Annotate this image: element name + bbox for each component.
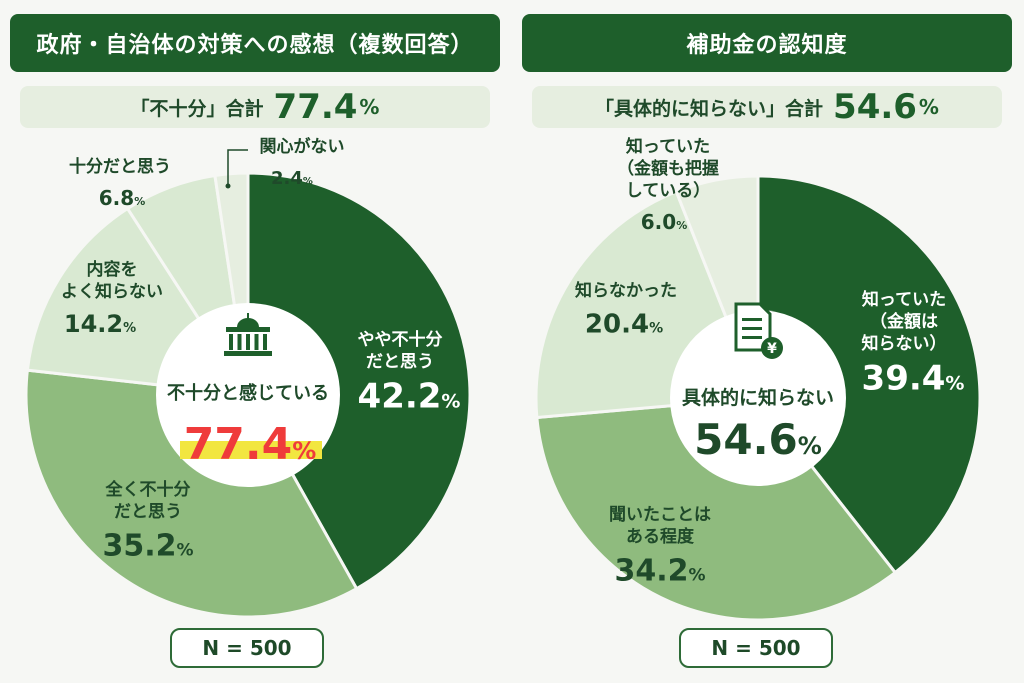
center-value: 77.4% <box>184 419 317 470</box>
slice-label-text: 知らない） <box>861 333 947 354</box>
right-summary: 「具体的に知らない」合計 54.6 % <box>532 86 1002 128</box>
right-sample-size: N = 500 <box>679 628 833 668</box>
slice-label-text: よく知らない <box>61 281 163 302</box>
slice-label-text: 聞いたことは <box>609 505 711 525</box>
left-summary-label: 「不十分」合計 <box>130 97 264 120</box>
left-donut-chart: やや不十分だと思う42.2%全く不十分だと思う35.2%内容をよく知らない14.… <box>24 136 472 619</box>
slice-label-text: 全く不十分 <box>105 479 191 500</box>
slice-value: 20.4% <box>585 309 663 339</box>
right-panel: 補助金の認知度 「具体的に知らない」合計 54.6 % 知っていた （金額は 知らな… <box>512 0 1012 683</box>
slice-label-text: 知らなかった <box>574 280 677 301</box>
left-title: 政府・自治体の対策への感想（複数回答） <box>10 14 500 72</box>
right-donut-chart: 知っていた（金額は知らない）39.4%聞いたことはある程度34.2%知らなかった… <box>534 136 982 622</box>
yen-document-icon: ¥ <box>734 302 783 359</box>
slice-label: 十分だと思う 6.8% <box>69 156 171 210</box>
center-label: 具体的に知らない <box>682 386 834 409</box>
pie-slice <box>24 368 359 619</box>
slice-value: 6.0% <box>641 210 687 234</box>
slice-label-text: 知っていた <box>861 289 946 310</box>
slice-value: 39.4% <box>862 359 965 399</box>
leader-line <box>227 149 248 185</box>
left-summary: 「不十分」合計 77.4 % <box>20 86 490 128</box>
slice-label-text: 知っていた <box>625 136 710 157</box>
slice-label-text: だと思う <box>114 502 182 522</box>
svg-text:¥: ¥ <box>767 341 777 357</box>
slice-value: 35.2% <box>102 529 193 564</box>
government-building-icon <box>224 313 272 356</box>
left-summary-unit: % <box>359 95 380 119</box>
right-title: 補助金の認知度 <box>522 14 1012 72</box>
left-sample-size: N = 500 <box>170 628 324 668</box>
left-summary-value: 77.4 <box>273 87 358 127</box>
slice-label-text: している） <box>626 180 711 201</box>
right-summary-label: 「具体的に知らない」合計 <box>595 97 824 120</box>
slice-value: 42.2% <box>358 377 461 417</box>
slice-label-text: （金額も把握 <box>617 158 719 179</box>
slice-label-text: 内容を <box>87 259 138 280</box>
slice-label-text: だと思う <box>366 352 434 372</box>
slice-label: 関心がない 2.4% <box>260 136 345 189</box>
donut-center <box>670 310 846 486</box>
pie-slice <box>535 396 898 622</box>
leader-dot <box>225 183 231 189</box>
slice-value: 6.8% <box>99 186 145 210</box>
slice-label-text: やや不十分 <box>358 329 443 350</box>
slice-value: 14.2% <box>64 310 136 338</box>
pie-slice <box>756 174 982 575</box>
slice-label-text: （金額は <box>870 311 938 332</box>
slice-label-text: ある程度 <box>626 526 695 547</box>
center-value: 54.6% <box>694 415 822 464</box>
slice-value: 2.4% <box>271 168 313 189</box>
center-label: 不十分と感じている <box>167 382 329 404</box>
slice-label: 知らなかった 20.4% <box>574 280 677 339</box>
left-panel: 政府・自治体の対策への感想（複数回答） 「不十分」合計 77.4 % やや不十分… <box>0 0 500 683</box>
right-summary-value: 54.6 <box>833 87 917 127</box>
slice-label-text: 関心がない <box>260 136 345 157</box>
value-highlight <box>180 441 322 459</box>
slice-value: 34.2% <box>614 554 705 589</box>
pie-slice <box>246 171 472 591</box>
slice-label-text: 十分だと思う <box>69 156 171 177</box>
right-summary-unit: % <box>918 95 939 119</box>
